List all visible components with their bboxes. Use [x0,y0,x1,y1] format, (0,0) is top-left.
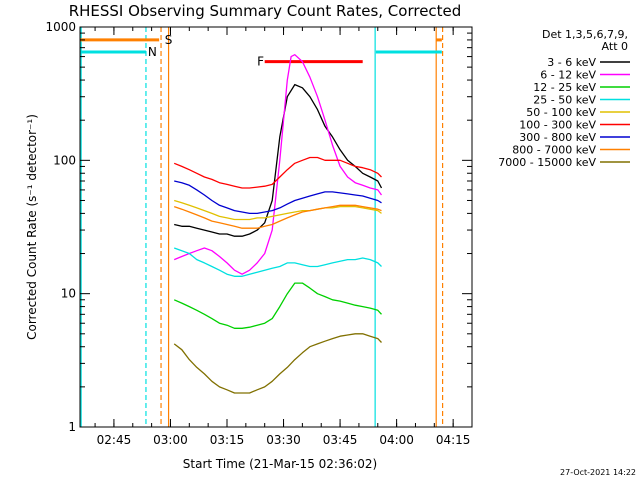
legend-label-8: 7000 - 15000 keV [498,156,596,169]
series-line-6 [174,180,382,215]
series-line-0 [174,83,383,237]
y-tick-label-0: 1 [68,420,76,434]
series-line-7 [173,204,382,229]
y-tick-label-2: 100 [53,153,76,167]
flag-annotation-f: F [257,55,264,69]
series-line-4 [174,199,382,221]
x-tick-label-2: 03:15 [210,433,245,447]
flag-annotation-s: S [165,33,173,47]
y-axis-label: Corrected Count Rate (s⁻¹ detector⁻¹) [25,114,39,340]
x-tick-label-1: 03:00 [153,433,188,447]
x-tick-label-6: 04:15 [436,433,471,447]
plot-frame [79,26,473,428]
x-tick-label-3: 03:30 [266,433,301,447]
legend-label-2: 12 - 25 keV [533,81,596,94]
plot-timestamp: 27-Oct-2021 14:22 [560,468,636,477]
flag-vertical-lines [80,27,444,427]
chart-title: RHESSI Observing Summary Count Rates, Co… [69,2,462,20]
legend-header-1: Att 0 [602,40,628,53]
x-axis-label: Start Time (21-Mar-15 02:36:02) [183,457,377,471]
legend-label-7: 800 - 7000 keV [512,144,596,157]
y-tick-label-1: 10 [61,287,76,301]
y-axis-ticks: 1 10 100 1000 [45,20,472,434]
series-line-2 [173,282,382,329]
legend-label-5: 100 - 300 keV [519,119,596,132]
series-line-8 [173,333,382,394]
legend-label-0: 3 - 6 keV [547,56,596,69]
x-tick-label-0: 02:45 [97,433,132,447]
series-line-5 [173,156,382,189]
x-tick-label-5: 04:00 [379,433,414,447]
flag-bars [80,38,442,64]
legend-label-4: 50 - 100 keV [526,106,596,119]
y-tick-label-3: 1000 [45,20,76,34]
legend-label-3: 25 - 50 keV [533,94,596,107]
legend-header-0: Det 1,3,5,6,7,9, [542,28,628,41]
flag-annotations: SN F [148,33,264,69]
legend-label-1: 6 - 12 keV [540,69,596,82]
flag-annotation-n: N [148,45,157,59]
legend-label-6: 300 - 800 keV [519,131,596,144]
series-line-3 [173,247,382,277]
series-line-1 [173,54,383,275]
series-lines [173,54,383,394]
x-axis-ticks: 02:45 03:00 03:15 03:30 03:45 04:00 04:15 [94,27,473,447]
x-tick-label-4: 03:45 [323,433,358,447]
